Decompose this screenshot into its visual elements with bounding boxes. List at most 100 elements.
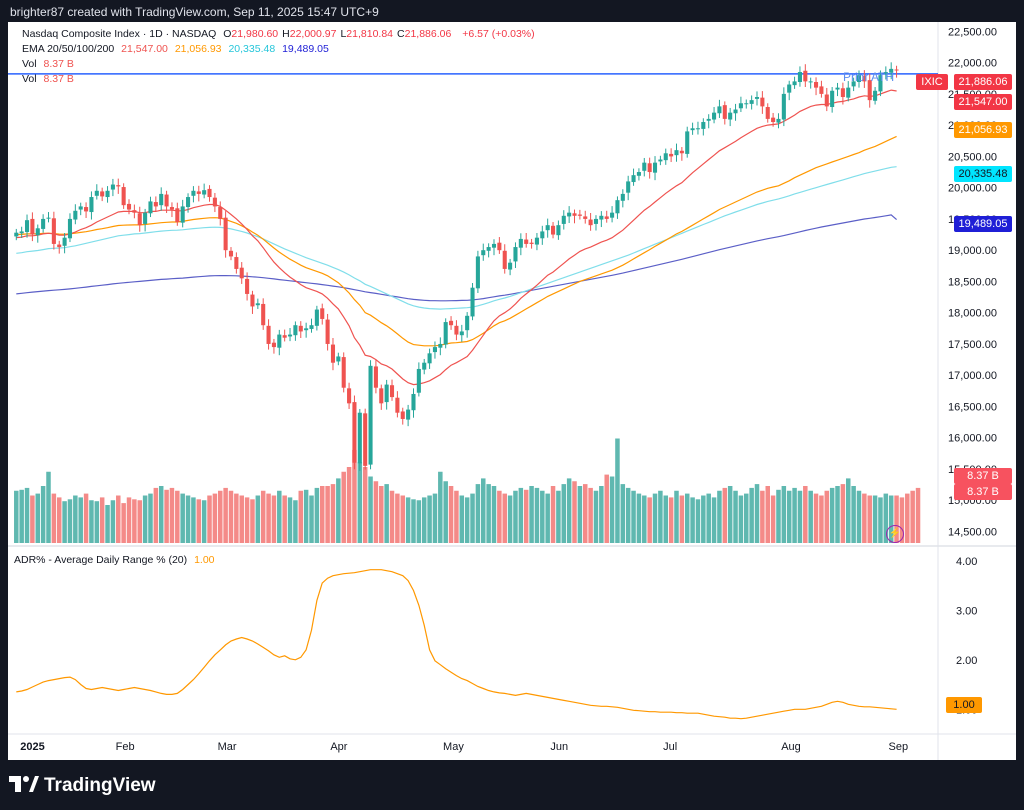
volume-bar [158, 486, 164, 543]
volume-bar [797, 490, 803, 543]
candle-body [100, 191, 105, 197]
ohlc-value-l: 21,810.84 [346, 28, 394, 40]
volume-bar [829, 487, 835, 543]
candle-body [540, 231, 545, 239]
candle-body [169, 207, 174, 210]
lightning-icon[interactable]: ⚡ [886, 525, 904, 543]
volume-bar [287, 497, 293, 543]
volume-tag-1: 8.37 B [954, 468, 1012, 484]
ema200-price-tag: 19,489.05 [954, 216, 1012, 232]
candle-body [78, 206, 83, 210]
candle-body [287, 334, 293, 337]
volume-bar [572, 481, 577, 543]
volume-bar [255, 495, 261, 543]
candle-body [41, 218, 46, 229]
candle-body [432, 347, 437, 353]
candle-body [738, 103, 743, 109]
candle-body [792, 81, 797, 86]
ema50-line [16, 135, 897, 347]
legend-vol-row-1[interactable]: Vol 8.37 B [22, 58, 78, 70]
price-axis-tick: 18,000.00 [948, 308, 997, 320]
volume-bar [373, 481, 379, 543]
candle-body [330, 344, 336, 363]
candle-body [159, 193, 164, 206]
volume-bar [599, 486, 604, 543]
volume-bar [35, 493, 41, 543]
candle-body [862, 75, 867, 82]
chart-svg[interactable]: 22,500.0022,000.0021,500.0021,000.0020,5… [8, 22, 1016, 760]
adr-legend[interactable]: ADR% - Average Daily Range % (20) 1.00 [14, 554, 219, 566]
volume-bar [625, 487, 631, 543]
candle-body [470, 287, 475, 317]
volume-bar [325, 486, 330, 543]
candle-body [14, 232, 19, 237]
candle-body [411, 393, 416, 411]
adr-line [16, 569, 897, 720]
volume-bar [642, 495, 647, 543]
candle-body [94, 190, 99, 196]
candle-body [336, 356, 341, 362]
candle-body [787, 84, 792, 93]
volume-bar [148, 493, 153, 543]
volume-bar [910, 490, 915, 543]
volume-bar [330, 484, 336, 543]
candle-body [561, 215, 566, 224]
candle-body [604, 216, 609, 219]
volume-bar [840, 484, 846, 543]
volume-bar [690, 497, 695, 543]
volume-bar [303, 489, 309, 543]
volume-bar [459, 495, 465, 543]
volume-bar [250, 499, 255, 543]
volume-tag-2: 8.37 B [954, 484, 1012, 500]
candle-body [620, 193, 625, 201]
candle-body [749, 100, 754, 104]
chart-area[interactable]: 22,500.0022,000.0021,500.0021,000.0020,5… [8, 22, 1016, 760]
brand-name[interactable]: TradingView [44, 775, 156, 796]
volume-bar [727, 486, 733, 543]
candle-body [679, 150, 684, 154]
candle-body [513, 247, 518, 262]
legend-ema-row[interactable]: EMA 20/50/100/200 21,547.00 21,056.93 20… [22, 43, 333, 55]
volume-bar [808, 490, 813, 543]
time-axis-tick: 2025 [20, 741, 44, 753]
candle-body [352, 402, 357, 463]
candle-body [19, 231, 24, 234]
volume-bar [271, 495, 277, 543]
candle-body [121, 187, 126, 206]
symbol-tag[interactable]: IXIC [916, 74, 948, 90]
candle-body [465, 315, 470, 331]
volume-bar [443, 481, 448, 543]
candle-body [599, 215, 604, 220]
candle-body [266, 325, 271, 344]
volume-bar [615, 438, 620, 543]
volume-bar [175, 490, 180, 543]
candle-body [830, 90, 835, 108]
legend-vol-row-2[interactable]: Vol 8.37 B [22, 73, 78, 85]
volume-bar [652, 493, 658, 543]
candle-body [883, 72, 888, 74]
candle-body [196, 191, 201, 194]
candle-body [57, 244, 62, 248]
candle-body [695, 128, 701, 130]
volume-bar [497, 490, 502, 543]
volume-bar [786, 490, 792, 543]
candle-body [250, 294, 255, 307]
volume-bar [389, 490, 395, 543]
volume-bar [684, 493, 690, 543]
price-axis-tick: 17,000.00 [948, 370, 997, 382]
volume-bar [604, 474, 609, 543]
candle-body [754, 97, 760, 99]
candle-body [363, 413, 368, 466]
candle-body [35, 228, 40, 236]
volume-bar [19, 489, 24, 543]
volume-bar [733, 490, 738, 543]
candle-body [304, 328, 309, 331]
volume-bar [94, 501, 100, 543]
volume-bar [481, 478, 486, 543]
candle-body [406, 409, 411, 420]
candle-body [454, 325, 459, 335]
volume-bar [83, 493, 89, 543]
volume-bar [110, 500, 116, 543]
volume-bar [845, 478, 851, 543]
volume-bar [738, 495, 744, 543]
